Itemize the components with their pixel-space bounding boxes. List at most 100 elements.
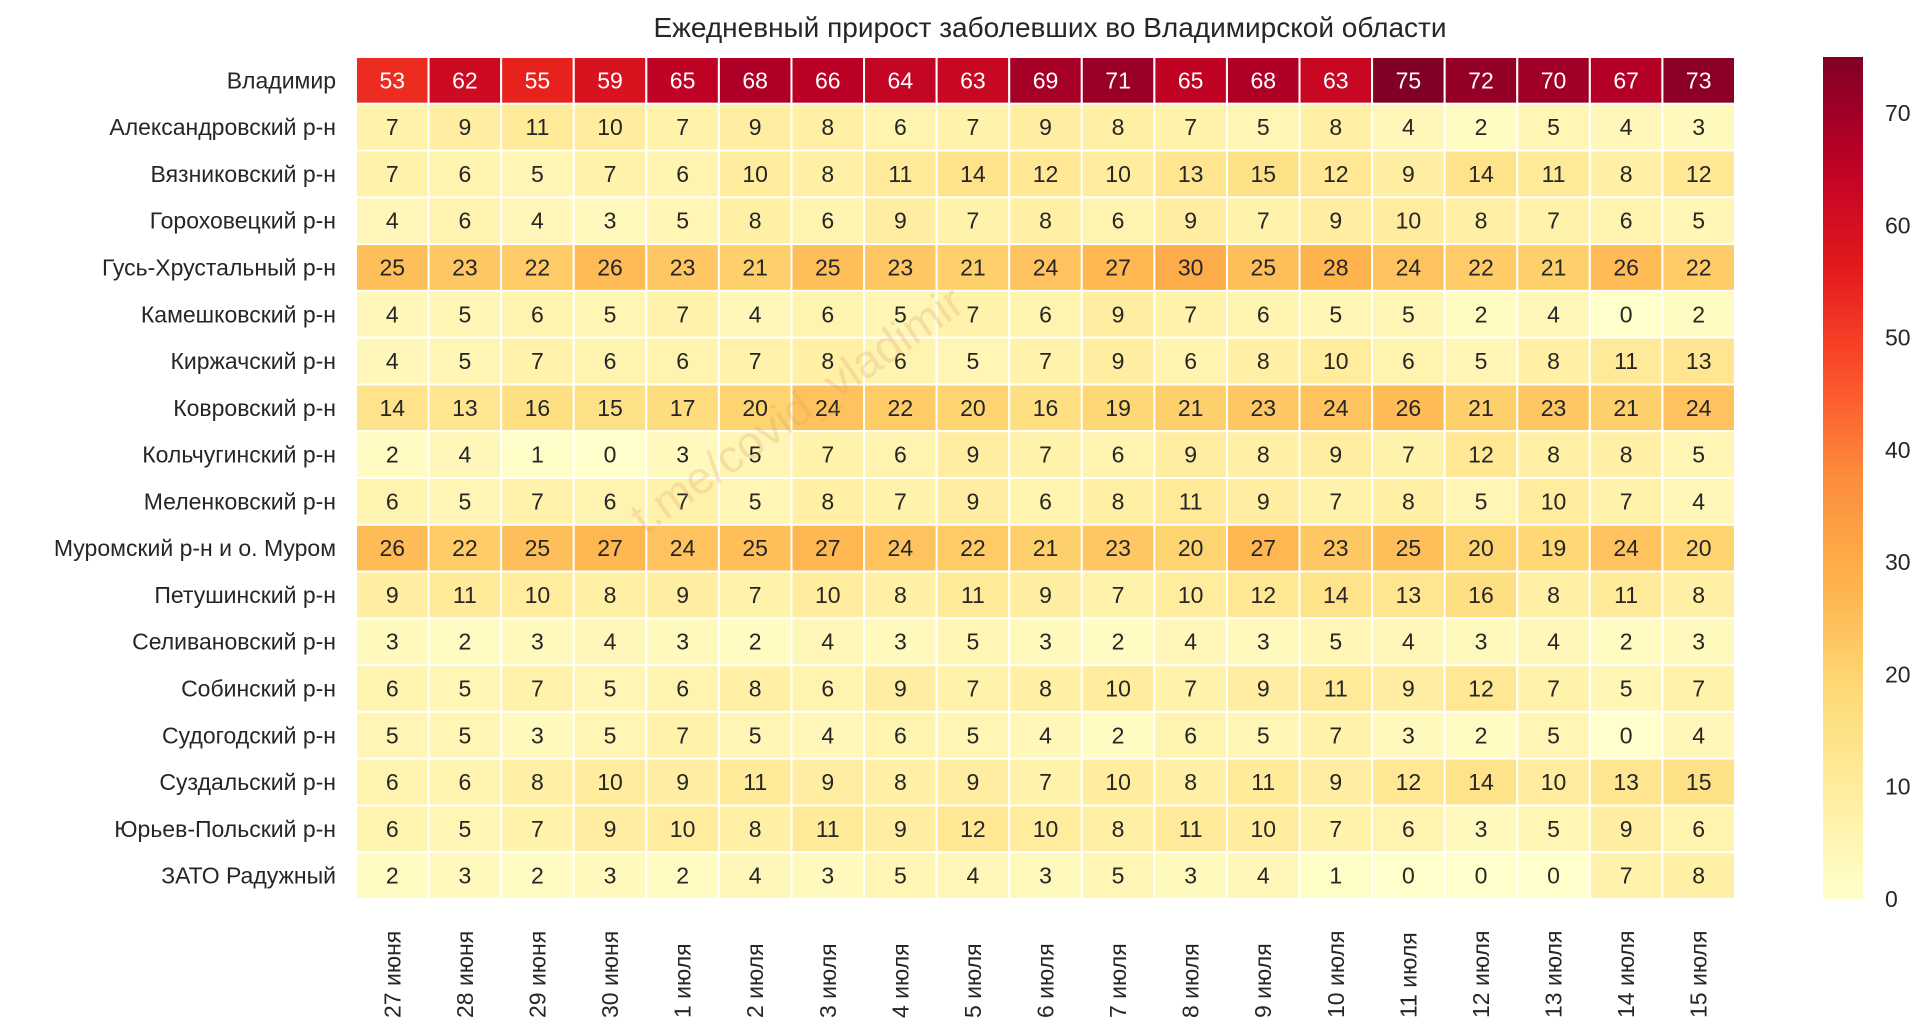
cell-value-label: 5 (749, 722, 762, 748)
cell-value-label: 8 (1257, 442, 1270, 468)
heatmap-cell (1371, 664, 1446, 713)
heatmap-cell (1153, 570, 1228, 620)
cell-value-label: 7 (967, 114, 980, 140)
cell-value-label: 8 (894, 582, 907, 608)
cell-value-label: 5 (967, 348, 980, 374)
cell-value-label: 6 (386, 488, 399, 514)
heatmap-cell (1661, 56, 1736, 105)
heatmap-cell (935, 757, 1011, 807)
cell-value-label: 10 (1033, 816, 1059, 842)
heatmap-cell (1008, 149, 1083, 199)
heatmap-cell (500, 757, 575, 807)
cell-value-label: 8 (1620, 161, 1633, 187)
cell-value-label: 27 (815, 535, 841, 561)
cell-value-label: 8 (749, 208, 762, 234)
heatmap-cell (1080, 804, 1156, 854)
column-label: 9 июля (1250, 943, 1276, 1018)
cell-value-label: 13 (452, 395, 478, 421)
cell-value-label: 7 (676, 488, 689, 514)
heatmap-cell (1371, 757, 1446, 807)
heatmap-cell (572, 102, 648, 152)
cell-value-label: 2 (1475, 301, 1488, 327)
heatmap-cell (1516, 430, 1591, 480)
heatmap-cell (717, 804, 793, 854)
heatmap-cell (1443, 430, 1519, 480)
cell-value-label: 9 (1112, 301, 1125, 327)
cell-value-label: 4 (1039, 722, 1052, 748)
cell-value-label: 5 (531, 161, 544, 187)
heatmap-cell (790, 196, 866, 246)
cell-value-label: 24 (815, 395, 841, 421)
cell-value-label: 13 (1686, 348, 1712, 374)
cell-value-label: 64 (888, 67, 914, 93)
heatmap-cell (790, 664, 866, 713)
column-label: 3 июля (815, 943, 841, 1018)
heatmap-cell (1080, 851, 1156, 901)
heatmap-cell (1443, 243, 1519, 292)
heatmap-cell (1298, 336, 1374, 386)
cell-value-label: 9 (967, 488, 980, 514)
column-label: 11 июля (1395, 932, 1421, 1018)
cell-value-label: 6 (604, 348, 617, 374)
heatmap-cell (645, 289, 720, 339)
cell-value-label: 8 (749, 676, 762, 702)
heatmap-cell (645, 570, 720, 620)
heatmap-cell (1008, 804, 1083, 854)
cell-value-label: 5 (458, 488, 471, 514)
cell-value-label: 5 (458, 301, 471, 327)
cell-value-label: 7 (676, 301, 689, 327)
heatmap-cell (935, 710, 1011, 760)
cell-value-label: 8 (1039, 208, 1052, 234)
cell-value-label: 3 (1402, 722, 1415, 748)
cell-value-label: 4 (1547, 629, 1560, 655)
heatmap-cell (1661, 757, 1736, 807)
cell-value-label: 11 (961, 582, 985, 608)
cell-value-label: 3 (531, 722, 544, 748)
colorbar-tick-label: 30 (1885, 549, 1911, 575)
heatmap-cell (1153, 56, 1228, 105)
cell-value-label: 73 (1686, 67, 1712, 93)
heatmap-cell (1080, 102, 1156, 152)
heatmap-cell (500, 851, 575, 901)
cell-value-label: 24 (1613, 535, 1639, 561)
cell-value-label: 0 (1547, 863, 1560, 889)
heatmap-cell (427, 477, 503, 526)
cell-value-label: 11 (816, 816, 840, 842)
heatmap-cell (1588, 664, 1664, 713)
heatmap-cell (500, 289, 575, 339)
row-label: Вязниковский р-н (150, 161, 336, 187)
cell-value-label: 9 (1329, 442, 1342, 468)
heatmap-cell (645, 383, 720, 433)
heatmap-cell (1516, 336, 1591, 386)
heatmap-cell (355, 289, 430, 339)
heatmap-cell (645, 804, 720, 854)
cell-value-label: 5 (1402, 301, 1415, 327)
heatmap-cell (1371, 336, 1446, 386)
cell-value-label: 2 (676, 863, 689, 889)
cell-value-label: 6 (894, 348, 907, 374)
heatmap-cell (1588, 757, 1664, 807)
heatmap-cell (572, 430, 648, 480)
cell-value-label: 6 (1692, 816, 1705, 842)
cell-value-label: 27 (1105, 255, 1131, 281)
cell-value-label: 9 (1402, 161, 1415, 187)
cell-value-label: 5 (676, 208, 689, 234)
cell-value-label: 6 (386, 769, 399, 795)
heatmap-cell (1516, 289, 1591, 339)
cell-value-label: 10 (1105, 676, 1131, 702)
heatmap-cell (1443, 149, 1519, 199)
cell-value-label: 8 (821, 348, 834, 374)
cell-value-label: 24 (1033, 255, 1059, 281)
cell-value-label: 21 (742, 255, 768, 281)
heatmap-cell (1443, 289, 1519, 339)
cell-value-label: 5 (1257, 114, 1270, 140)
heatmap-cell (1080, 336, 1156, 386)
heatmap-cell (717, 289, 793, 339)
cell-value-label: 4 (821, 722, 834, 748)
heatmap-cell (1153, 804, 1228, 854)
cell-value-label: 15 (597, 395, 623, 421)
cell-value-label: 10 (1250, 816, 1276, 842)
cell-value-label: 12 (1396, 769, 1422, 795)
cell-value-label: 5 (1475, 348, 1488, 374)
